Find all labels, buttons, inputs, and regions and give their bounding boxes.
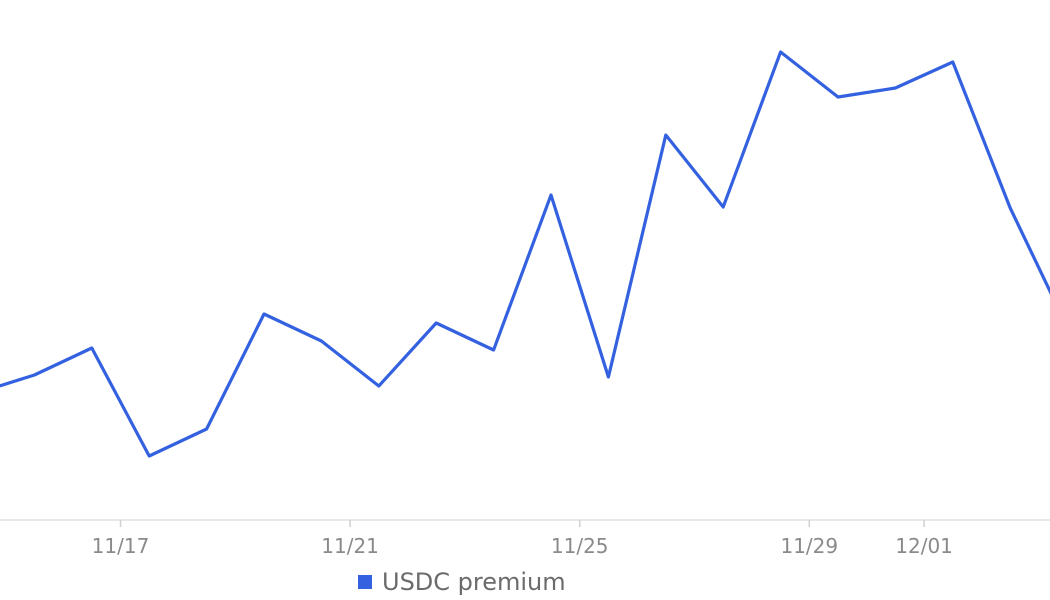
x-tick-label: 11/29 [780,534,838,558]
data-line [0,50,1050,458]
legend-swatch [358,575,372,589]
x-tick-label: 11/21 [321,534,379,558]
x-tick-label: 11/17 [92,534,150,558]
x-tick-label: 12/01 [895,534,953,558]
legend-label[interactable]: USDC premium [382,568,566,596]
x-tick-label: 11/25 [551,534,609,558]
